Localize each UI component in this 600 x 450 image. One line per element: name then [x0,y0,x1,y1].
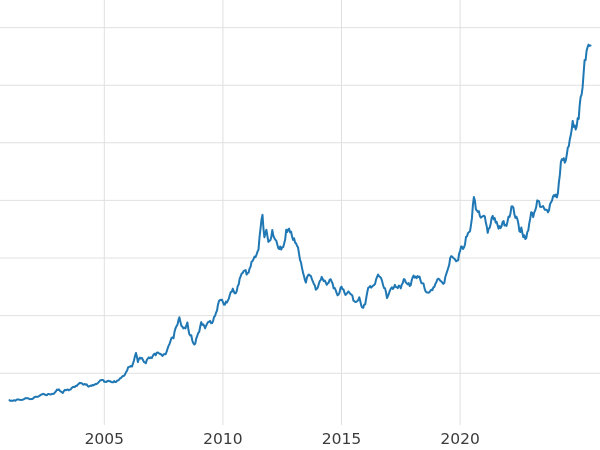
x-tick-label: 2010 [203,430,242,448]
price-line-series [8,43,592,402]
x-tick-label: 2005 [85,430,124,448]
x-tick-label: 2020 [440,430,479,448]
x-tick-label: 2015 [322,430,361,448]
